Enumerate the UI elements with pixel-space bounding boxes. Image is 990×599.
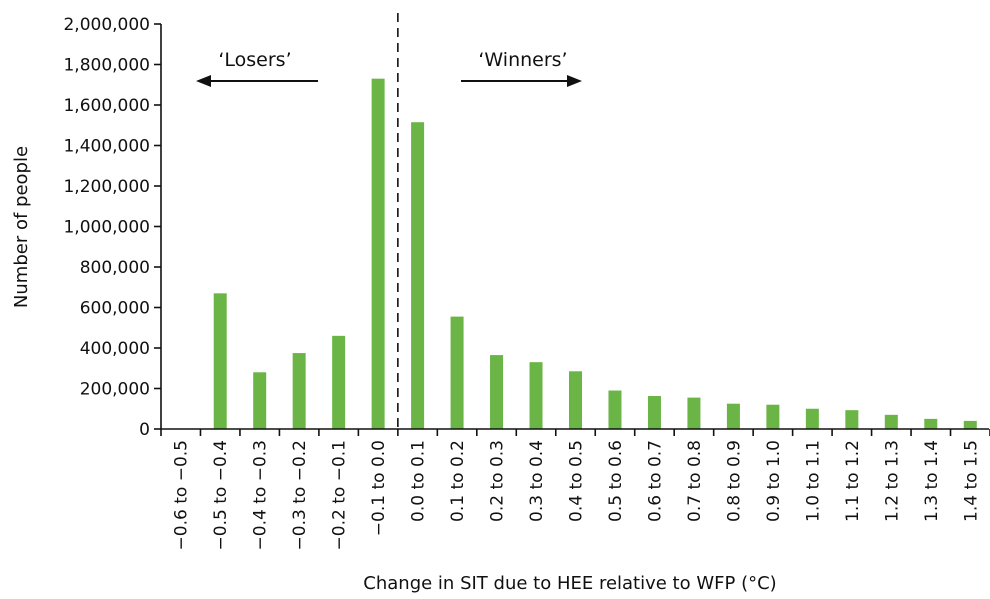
- x-tick-label: −0.5 to −0.4: [211, 440, 231, 550]
- bar: [253, 372, 267, 429]
- x-tick-label: 0.7 to 0.8: [685, 440, 705, 522]
- y-tick-label: 1,200,000: [63, 177, 150, 197]
- bar: [292, 353, 306, 429]
- x-tick-label: 0.8 to 0.9: [724, 440, 744, 522]
- bar: [371, 78, 385, 430]
- x-tick-label: 0.2 to 0.3: [488, 440, 508, 522]
- bar: [726, 403, 740, 429]
- bar: [805, 408, 819, 429]
- x-tick-label: −0.2 to −0.1: [330, 440, 350, 550]
- bar: [608, 390, 622, 429]
- bar: [845, 410, 859, 429]
- bar: [963, 420, 977, 429]
- x-axis-ticks: −0.6 to −0.5 −0.5 to −0.4 −0.4 to −0.3 −0.3…: [160, 429, 990, 550]
- x-tick-label: 1.3 to 1.4: [922, 440, 942, 522]
- x-tick-label: −0.4 to −0.3: [251, 440, 271, 550]
- losers-label: ‘Losers’: [218, 49, 291, 71]
- x-tick-label: 0.5 to 0.6: [606, 440, 626, 522]
- y-tick-label: 400,000: [80, 339, 150, 359]
- y-tick-label: 600,000: [80, 299, 150, 319]
- y-axis-label: Number of people: [11, 146, 32, 308]
- bar: [213, 293, 227, 429]
- x-tick-label: −0.6 to −0.5: [172, 440, 192, 550]
- bar: [687, 397, 701, 429]
- x-tick-label: 0.1 to 0.2: [448, 440, 468, 522]
- x-tick-label: 0.3 to 0.4: [527, 440, 547, 522]
- y-axis-ticks: 0 200,000 400,000 600,000 800,000 1,000,000 1,…: [63, 15, 161, 440]
- bar: [647, 395, 661, 429]
- x-tick-label: 0.9 to 1.0: [764, 440, 784, 522]
- y-tick-label: 1,400,000: [63, 137, 150, 157]
- bar: [411, 122, 425, 430]
- bar: [490, 355, 504, 429]
- y-tick-label: 2,000,000: [63, 15, 150, 35]
- x-axis-label: Change in SIT due to HEE relative to WFP…: [363, 573, 776, 594]
- bar: [884, 414, 898, 429]
- y-tick-label: 200,000: [80, 380, 150, 400]
- x-tick-label: 1.4 to 1.5: [961, 440, 981, 522]
- winners-label: ‘Winners’: [478, 49, 567, 71]
- x-tick-label: −0.1 to 0.0: [369, 440, 389, 536]
- losers-arrow: [196, 75, 318, 87]
- y-tick-label: 800,000: [80, 258, 150, 278]
- x-tick-label: 0.0 to 0.1: [409, 440, 429, 522]
- bar: [450, 316, 464, 429]
- x-tick-label: 1.0 to 1.1: [803, 440, 823, 522]
- winners-arrow: [461, 75, 582, 87]
- bars: [213, 78, 977, 430]
- x-tick-label: 1.1 to 1.2: [843, 440, 863, 522]
- x-tick-label: 1.2 to 1.3: [882, 440, 902, 522]
- y-tick-label: 0: [139, 420, 150, 440]
- y-tick-label: 1,600,000: [63, 96, 150, 116]
- bar: [569, 371, 582, 429]
- bar: [332, 335, 346, 429]
- y-tick-label: 1,800,000: [63, 56, 150, 76]
- x-tick-label: 0.6 to 0.7: [645, 440, 665, 522]
- bar: [766, 404, 780, 429]
- bar: [529, 362, 543, 429]
- bar: [924, 418, 938, 429]
- x-tick-label: −0.3 to −0.2: [290, 440, 310, 550]
- x-tick-label: 0.4 to 0.5: [567, 440, 587, 522]
- y-tick-label: 1,000,000: [63, 218, 150, 238]
